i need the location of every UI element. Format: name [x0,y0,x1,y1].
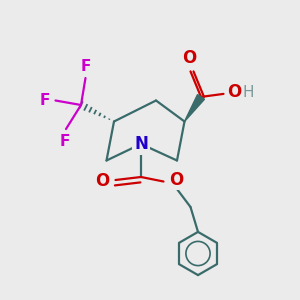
Text: F: F [80,59,91,74]
Text: O: O [227,83,242,101]
Text: F: F [59,134,70,148]
Text: N: N [134,135,148,153]
Text: H: H [242,85,254,100]
Text: O: O [95,172,109,190]
Text: O: O [182,49,196,67]
Text: F: F [40,93,50,108]
Text: O: O [169,171,183,189]
Polygon shape [184,94,205,122]
